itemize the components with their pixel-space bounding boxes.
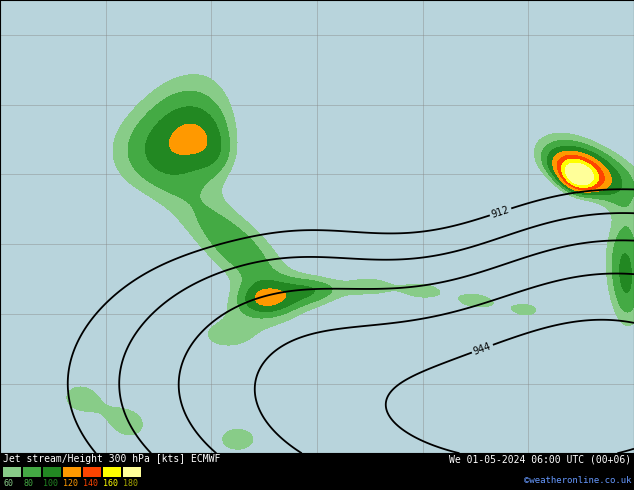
Bar bbox=[43, 467, 61, 477]
Text: 944: 944 bbox=[472, 341, 493, 357]
Text: We 01-05-2024 06:00 UTC (00+06): We 01-05-2024 06:00 UTC (00+06) bbox=[449, 454, 631, 464]
Bar bbox=[63, 467, 81, 477]
Bar bbox=[23, 467, 41, 477]
Text: Jet stream/Height 300 hPa [kts] ECMWF: Jet stream/Height 300 hPa [kts] ECMWF bbox=[3, 454, 221, 464]
Bar bbox=[83, 467, 101, 477]
Text: 80: 80 bbox=[23, 479, 33, 488]
Text: 160: 160 bbox=[103, 479, 118, 488]
Bar bbox=[103, 467, 121, 477]
Bar bbox=[123, 467, 141, 477]
Text: 120: 120 bbox=[63, 479, 78, 488]
Bar bbox=[3, 467, 21, 477]
Text: ©weatheronline.co.uk: ©weatheronline.co.uk bbox=[524, 476, 631, 485]
Text: 140: 140 bbox=[83, 479, 98, 488]
Text: 100: 100 bbox=[43, 479, 58, 488]
Text: 180: 180 bbox=[123, 479, 138, 488]
Text: 912: 912 bbox=[490, 204, 511, 220]
Text: 60: 60 bbox=[3, 479, 13, 488]
